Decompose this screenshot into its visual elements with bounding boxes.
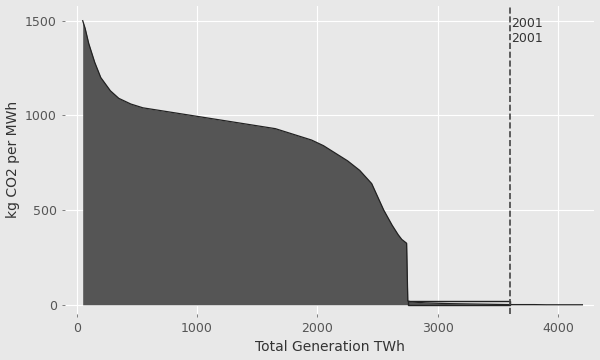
Text: 2001
2001: 2001 2001 (511, 17, 543, 45)
X-axis label: Total Generation TWh: Total Generation TWh (254, 341, 404, 355)
Bar (408, 301, 510, 305)
Y-axis label: kg CO2 per MWh: kg CO2 per MWh (5, 102, 20, 219)
